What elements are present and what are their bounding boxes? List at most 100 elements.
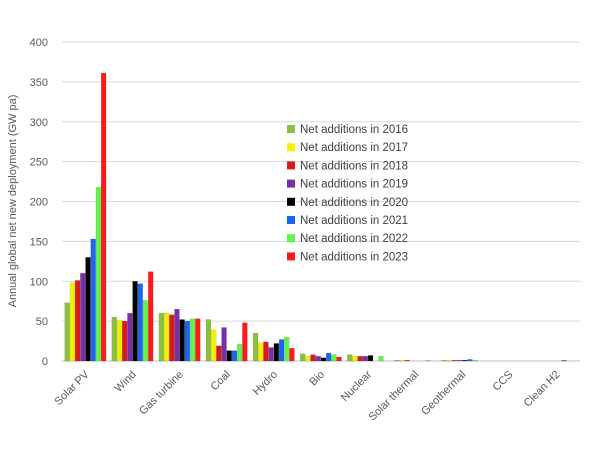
bar [467, 359, 473, 362]
legend-swatch [287, 161, 295, 170]
bar [258, 342, 264, 362]
bar [189, 318, 196, 362]
bar [263, 341, 269, 362]
y-tick-label: 0 [42, 356, 48, 368]
y-tick-label: 50 [36, 316, 48, 328]
x-tick-label: Wind [113, 369, 139, 395]
bar [326, 352, 332, 362]
bar [80, 273, 86, 362]
axes: 0 50 100 150 200 250 300 350 400 Solar PV WindGas … [30, 37, 563, 423]
bar [179, 319, 185, 362]
bar [69, 282, 75, 362]
bar [320, 357, 327, 362]
bar [74, 280, 81, 362]
bar [310, 354, 316, 362]
bar [127, 312, 133, 362]
bar [425, 360, 431, 362]
y-tick-label: 350 [30, 77, 48, 89]
bar [305, 356, 311, 362]
bar [158, 312, 164, 362]
bar [148, 271, 154, 362]
bar [95, 186, 101, 362]
legend-swatch [287, 143, 295, 152]
bar [100, 72, 107, 362]
bar [331, 354, 337, 362]
y-tick-label: 200 [30, 197, 48, 209]
bar [300, 353, 306, 362]
legend: Net additions in 2016 Net additions in 20… [287, 124, 408, 263]
bar [456, 360, 463, 362]
legend-swatch [287, 125, 295, 133]
bar [211, 329, 217, 362]
bar [278, 339, 285, 362]
bar [399, 360, 405, 362]
x-tick-label: Solar PV [52, 368, 92, 408]
bar [367, 355, 374, 362]
bar [362, 356, 368, 362]
bar [221, 327, 227, 362]
bar [90, 238, 96, 362]
bar [347, 354, 353, 362]
bar [273, 343, 279, 362]
y-tick-label: 300 [30, 117, 48, 129]
bar [231, 350, 238, 362]
y-axis-label: Annual global net new deployment (GW pa) [7, 95, 19, 308]
bar [216, 345, 222, 362]
legend-label: Net additions in 2020 [300, 197, 408, 209]
bar [268, 347, 274, 362]
bar [242, 322, 248, 362]
x-tick-label: Hydro [251, 369, 280, 398]
bar [472, 360, 478, 362]
x-tick-label: Clean H2 [522, 369, 563, 410]
legend-label: Net additions in 2018 [300, 160, 408, 172]
legend-label: Net additions in 2021 [300, 215, 408, 227]
legend-swatch [287, 216, 295, 224]
bar [195, 318, 201, 362]
bar [132, 281, 138, 362]
bar [226, 350, 232, 362]
legend-swatch [287, 179, 295, 188]
bar [174, 309, 180, 362]
bar [561, 360, 567, 362]
x-tick-label: Gas turbine [137, 369, 186, 418]
y-tick-label: 100 [30, 276, 48, 288]
bar [184, 320, 190, 362]
bar [289, 348, 295, 362]
x-tick-label: Nuclear [339, 368, 375, 404]
bar [122, 320, 128, 362]
legend-label: Net additions in 2017 [300, 142, 408, 154]
bar [252, 332, 259, 362]
bar [205, 319, 212, 362]
bar [169, 314, 175, 362]
x-tick-label: Solar thermal [367, 369, 422, 424]
bar [352, 356, 358, 362]
bar [116, 320, 123, 362]
bar [284, 336, 290, 362]
bar [237, 344, 243, 362]
bar [336, 356, 342, 362]
bar [64, 302, 70, 362]
bar [394, 360, 400, 362]
bar [142, 300, 149, 362]
legend-swatch [287, 197, 295, 206]
bar [404, 360, 410, 362]
x-tick-label: Coal [208, 369, 232, 393]
y-tick-label: 250 [30, 157, 48, 169]
bar [357, 356, 363, 362]
bar [85, 257, 91, 362]
x-tick-label: Bio [307, 369, 327, 389]
bar [163, 312, 170, 362]
legend-label: Net additions in 2022 [300, 233, 408, 245]
bar [111, 316, 117, 362]
y-tick-label: 400 [30, 37, 48, 49]
legend-swatch [287, 234, 295, 243]
bar [441, 360, 447, 362]
x-tick-label: Geothermal [419, 369, 468, 418]
y-tick-label: 150 [30, 236, 48, 248]
bar [462, 360, 468, 362]
bars [64, 72, 567, 362]
legend-swatch [287, 252, 295, 261]
bar [378, 356, 384, 362]
